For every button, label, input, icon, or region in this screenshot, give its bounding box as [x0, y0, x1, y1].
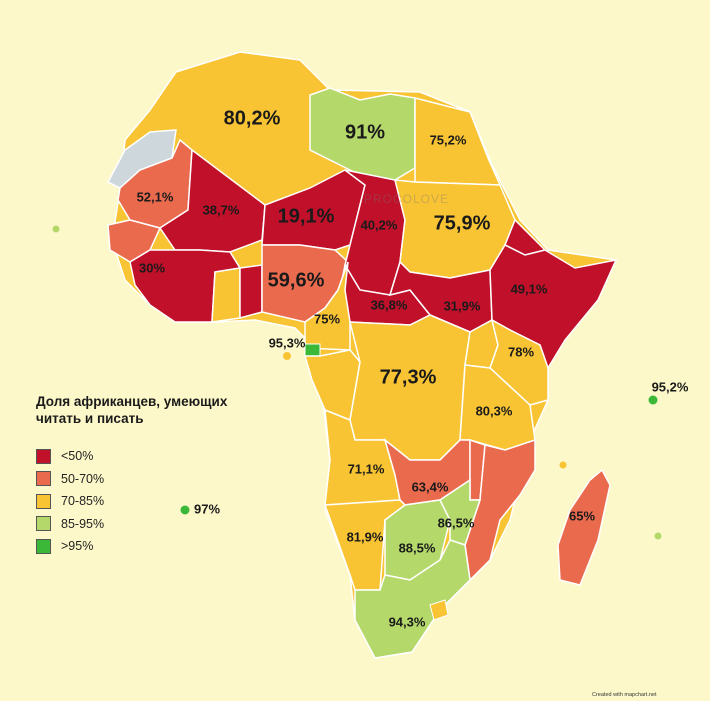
lesotho-region[interactable]: [429, 599, 449, 621]
label-angola: 71,1%: [348, 461, 385, 476]
label-tanzania: 80,3%: [476, 403, 513, 418]
label-algeria: 80,2%: [224, 107, 281, 129]
label-car: 36,8%: [371, 297, 408, 312]
zimbabwe-region[interactable]: [439, 478, 482, 546]
legend-swatch: [36, 538, 51, 554]
legend-items: <50% 50-70% 70-85% 85-95% >95%: [36, 445, 266, 558]
legend-swatch: [36, 516, 51, 532]
label-egypt: 75,2%: [430, 132, 467, 147]
saint-helena-dot[interactable]: [180, 505, 190, 515]
credit-text: Created with mapchart.net: [592, 692, 657, 698]
kenya-region[interactable]: [489, 318, 549, 406]
legend-title: Доля африканцев, умеющих читать и писать: [36, 394, 228, 426]
label-west-coast: 30%: [139, 260, 165, 275]
comoros-dot: [559, 461, 567, 469]
label-seychelles: 95,2%: [652, 379, 689, 394]
togo-benin-region[interactable]: [239, 264, 263, 319]
watermark: PROCOLOVE: [364, 192, 450, 206]
seychelles-dot[interactable]: [648, 395, 658, 405]
equatorial-guinea-region[interactable]: [304, 343, 321, 357]
label-madagascar: 65%: [569, 508, 595, 523]
namibia-region[interactable]: [323, 499, 407, 591]
legend-item: 70-85%: [36, 490, 266, 513]
cape-verde-dot: [52, 225, 60, 233]
label-zambia: 63,4%: [412, 479, 449, 494]
legend-item: 85-95%: [36, 513, 266, 536]
legend-label: 85-95%: [61, 516, 105, 531]
label-south-africa: 94,3%: [389, 614, 426, 629]
label-kenya: 78%: [508, 344, 534, 359]
label-chad: 40,2%: [361, 217, 398, 232]
label-niger: 19,1%: [278, 205, 335, 227]
ghana-region[interactable]: [211, 267, 241, 323]
legend-item: >95%: [36, 535, 266, 558]
label-namibia: 81,9%: [347, 529, 384, 544]
south-africa-region[interactable]: [354, 539, 471, 659]
mauritius-dot: [654, 532, 662, 540]
label-cameroon: 75%: [314, 311, 340, 326]
legend-item: 50-70%: [36, 468, 266, 491]
label-botswana: 88,5%: [399, 540, 436, 555]
label-libya: 91%: [345, 121, 385, 143]
legend-label: 70-85%: [61, 494, 105, 509]
label-nigeria: 59,6%: [268, 269, 325, 291]
legend-swatch: [36, 493, 51, 509]
label-zimbabwe: 86,5%: [438, 515, 475, 530]
label-mali: 38,7%: [203, 202, 240, 217]
label-mauritania: 52,1%: [137, 189, 174, 204]
label-drc: 77,3%: [380, 366, 437, 388]
legend: Доля африканцев, умеющих читать и писать…: [36, 393, 266, 558]
legend-swatch: [36, 448, 51, 464]
legend-label: 50-70%: [61, 471, 105, 486]
label-south-sudan: 31,9%: [444, 298, 481, 313]
legend-label: >95%: [61, 539, 94, 554]
legend-label: <50%: [61, 449, 94, 464]
label-ethiopia: 49,1%: [511, 281, 548, 296]
label-equatorial-guinea: 95,3%: [269, 335, 306, 350]
madagascar-region[interactable]: [557, 468, 611, 586]
legend-swatch: [36, 471, 51, 487]
legend-item: <50%: [36, 445, 266, 468]
label-saint-helena: 97%: [194, 501, 220, 516]
sao-tome-dot[interactable]: [283, 352, 291, 360]
label-sudan: 75,9%: [434, 212, 491, 234]
